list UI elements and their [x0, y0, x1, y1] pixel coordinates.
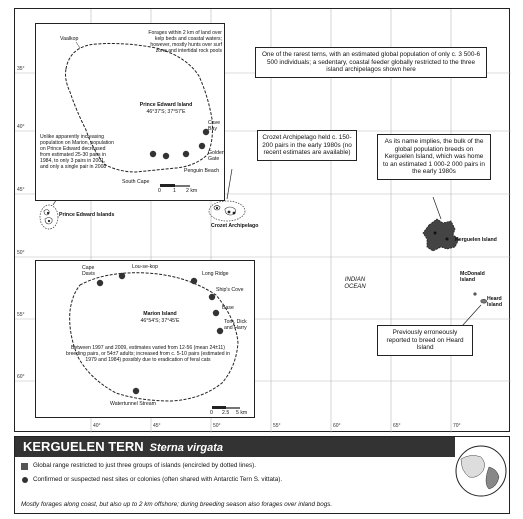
label-prince-edward-islands: Prince Edward Islands: [59, 212, 115, 218]
lat-tick-50: 50°: [17, 250, 25, 256]
marion-place-long-ridge: Long Ridge: [202, 271, 229, 277]
inset-marion: Cape Davis Lou-se-kop Long Ridge Ship's …: [35, 260, 255, 418]
marion-place-lou-se-kop: Lou-se-kop: [132, 264, 158, 270]
marion-place-base: Base: [222, 305, 234, 311]
label-heard-island: Heard Island: [487, 296, 502, 308]
crozet-archipelago-shape: [208, 200, 246, 222]
mcdonald-island-shape: [473, 292, 477, 296]
pe-scale-2: 2 km: [186, 188, 198, 194]
lon-tick-65: 65°: [393, 423, 401, 429]
lon-tick-70: 70°: [453, 423, 461, 429]
lat-tick-40: 40°: [17, 124, 25, 130]
pe-scale-0: 0: [158, 188, 161, 194]
lat-tick-55: 55°: [17, 312, 25, 318]
pe-scale-1: 1: [173, 188, 176, 194]
kerguelen-island-shape: [422, 218, 460, 252]
callout-global-population: One of the rarest terns, with an estimat…: [255, 47, 487, 78]
pe-population-note: Unlike apparently increasing population …: [40, 134, 114, 170]
pe-inset-coords: 46°37'S; 37°57'E: [146, 109, 186, 115]
lon-tick-60: 60°: [333, 423, 341, 429]
kerguelen-callout-connector: [432, 196, 442, 220]
label-kerguelen-island: Kerguelen Island: [455, 237, 497, 243]
pe-place-golden-gate: Golden Gate: [208, 150, 225, 162]
globe-locator: [455, 445, 507, 497]
lon-tick-40: 40°: [93, 423, 101, 429]
pe-place-penguin-beach: Penguin Beach: [184, 168, 220, 174]
marion-place-watertunnel: Watertunnel Stream: [110, 401, 156, 407]
marion-place-ships-cove: Ship's Cove: [216, 287, 244, 293]
marion-population-note: Between 1997 and 2009, estimates varied …: [66, 345, 230, 363]
label-crozet-archipelago: Crozet Archipelago: [211, 223, 259, 229]
marion-scale-2: 5 km: [236, 410, 248, 416]
legend-header: KERGUELEN TERN Sterna virgata: [15, 437, 455, 457]
callout-heard: Previously erroneously reported to breed…: [377, 325, 473, 356]
marion-outline: [69, 272, 240, 409]
label-mcdonald-island: McDonald Island: [460, 271, 485, 283]
crozet-callout-connector: [226, 168, 233, 200]
legend-sites-text: Confirmed or suspected nest sites or col…: [33, 476, 283, 483]
map-frame: 35° 40° 45° 50° 55° 60° 40° 45° 50° 55° …: [14, 8, 511, 433]
marion-place-tom-dick-harry: Tom, Dick and Harry: [224, 319, 247, 331]
pe-place-vaalkop: Vaalkop: [60, 36, 79, 42]
marion-place-cape-davis: Cape Davis: [82, 265, 95, 277]
pe-forage-note: Forages within 2 km of land over kelp be…: [148, 30, 222, 54]
inset-prince-edward: Vaalkop Forages within 2 km of land over…: [35, 23, 225, 201]
marion-scale-0: 0: [210, 410, 213, 416]
pe-place-cave-bay: Cave Bay: [208, 120, 221, 132]
marion-inset-coords: 46°54'S; 37°45'E: [140, 318, 180, 324]
lat-tick-60: 60°: [17, 374, 25, 380]
pe-inset-title: Prince Edward Island: [139, 102, 193, 108]
lat-tick-45: 45°: [17, 187, 25, 193]
species-common-name: KERGUELEN TERN: [23, 439, 144, 454]
lon-tick-50: 50°: [213, 423, 221, 429]
pe-place-south-cape: South Cape: [122, 179, 150, 185]
nest-site-dot: [22, 477, 28, 483]
label-indian-ocean: INDIAN OCEAN: [344, 277, 366, 290]
marion-scale-1: 2.5: [222, 410, 230, 416]
callout-crozet: Crozet Archipelago held c. 150-200 pairs…: [257, 130, 357, 161]
heard-island-shape: [480, 298, 488, 304]
lon-tick-45: 45°: [153, 423, 161, 429]
callout-kerguelen: As its name implies, the bulk of the glo…: [377, 134, 491, 180]
legend-range-text: Global range restricted to just three gr…: [33, 462, 256, 469]
lon-tick-55: 55°: [273, 423, 281, 429]
prince-edward-islands-small: [39, 204, 59, 230]
lat-tick-35: 35°: [17, 66, 25, 72]
marion-inset-title: Marion Island: [143, 311, 177, 317]
range-swatch: [21, 463, 28, 470]
legend-foraging-text: Mostly forages along coast, but also up …: [21, 501, 333, 508]
species-scientific-name: Sterna virgata: [149, 442, 223, 454]
prince-edward-outline: [65, 41, 213, 187]
legend-panel: KERGUELEN TERN Sterna virgata Global rang…: [14, 436, 510, 514]
